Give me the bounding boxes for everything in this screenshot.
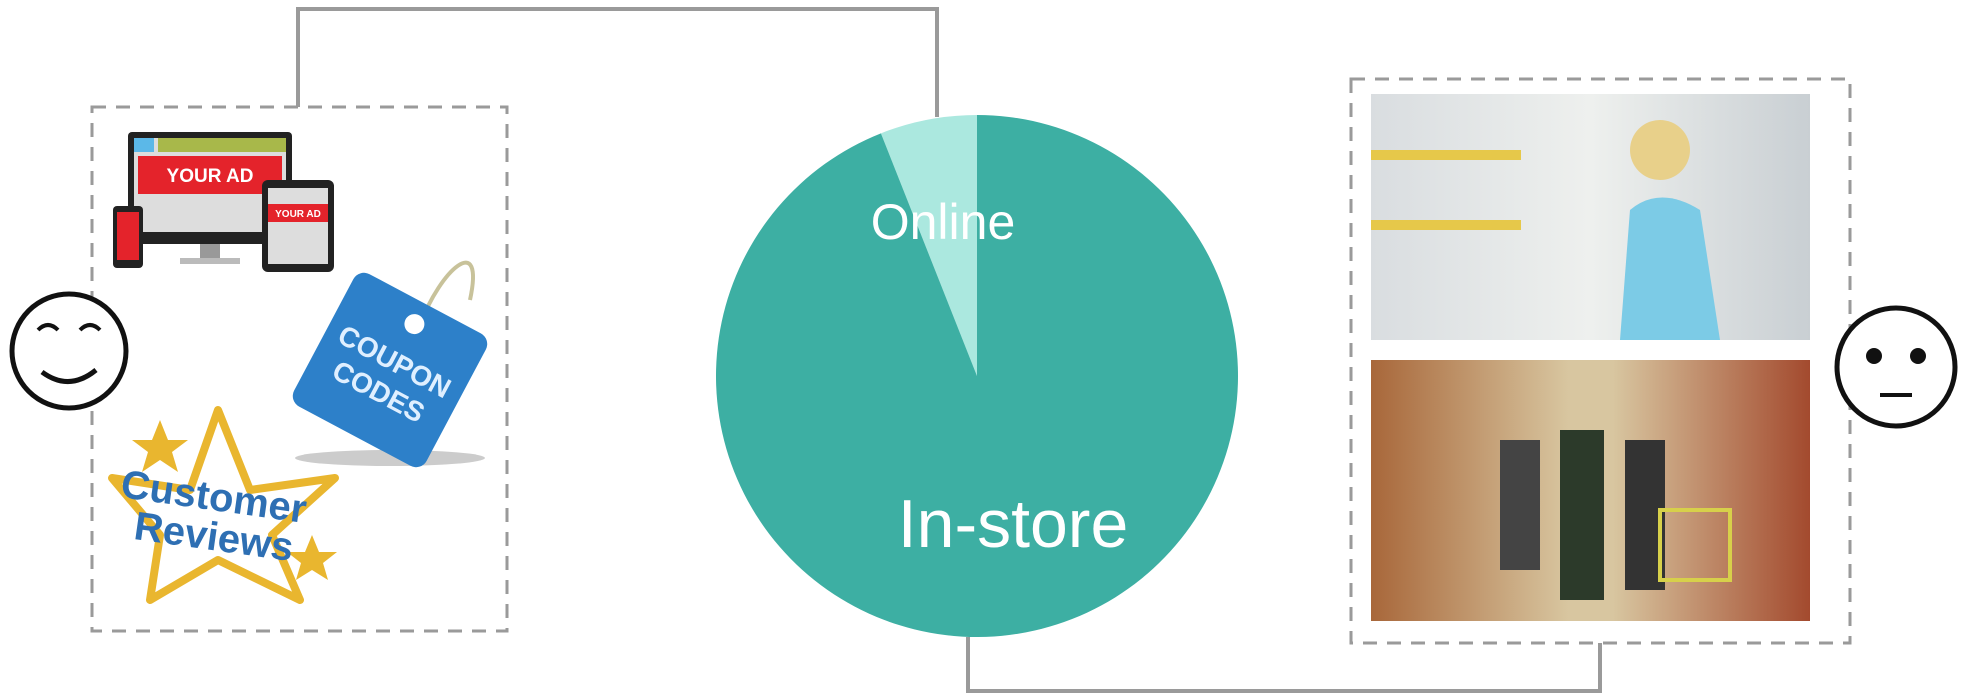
- connector-bottom: [968, 637, 1600, 691]
- connector-top: [298, 9, 937, 117]
- slide: YOUR AD YOUR AD COUPON CODES Customer Re…: [0, 0, 1966, 696]
- review-star: Customer Reviews: [112, 410, 337, 600]
- ad-text-small: YOUR AD: [275, 209, 321, 220]
- pie-chart: Online In-store: [716, 115, 1238, 637]
- ad-text: YOUR AD: [167, 166, 254, 187]
- coupon-tag: COUPON CODES: [289, 263, 492, 472]
- happy-face: [12, 294, 126, 408]
- slice-label: In-store: [898, 486, 1129, 562]
- neutral-face: [1837, 308, 1955, 426]
- ad-devices: YOUR AD YOUR AD: [113, 132, 334, 272]
- photo-shopper: [1371, 94, 1810, 340]
- slice-label: Online: [871, 194, 1016, 250]
